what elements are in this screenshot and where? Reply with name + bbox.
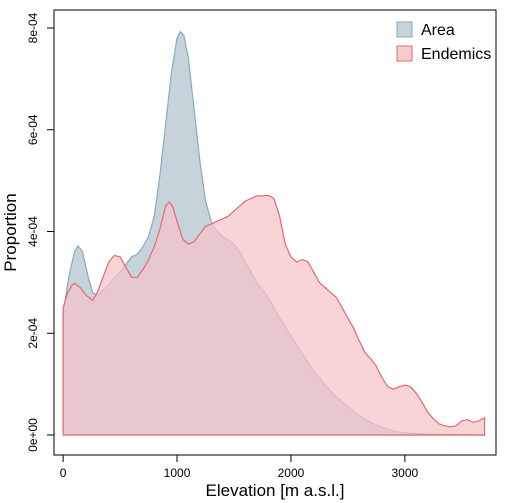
legend-label-endemics: Endemics	[421, 46, 491, 63]
legend-swatch-area	[396, 21, 413, 38]
plot-frame	[53, 9, 497, 456]
legend-swatch-endemics	[396, 45, 413, 62]
y-tick-label: 6e-04	[26, 114, 40, 145]
y-axis-title: Proportion	[1, 193, 20, 271]
axes: 0 1000 2000 3000 0e+00 2e-04 4e-04 6e-04 8e-04 El…	[1, 9, 497, 500]
y-tick-label: 4e-04	[26, 216, 40, 247]
x-tick-label: 2000	[278, 466, 305, 480]
x-axis-title: Elevation [m a.s.l.]	[206, 481, 345, 500]
y-tick-label: 0e+00	[26, 418, 40, 452]
y-tick-label: 8e-04	[26, 12, 40, 43]
legend-label-area: Area	[421, 22, 455, 39]
plot-series	[62, 30, 486, 436]
x-tick-label: 3000	[392, 466, 419, 480]
x-tick-label: 0	[60, 466, 67, 480]
series-area-endemics	[62, 194, 486, 436]
x-tick-label: 1000	[164, 466, 191, 480]
y-tick-label: 2e-04	[26, 318, 40, 349]
legend: Area Endemics	[396, 21, 491, 63]
